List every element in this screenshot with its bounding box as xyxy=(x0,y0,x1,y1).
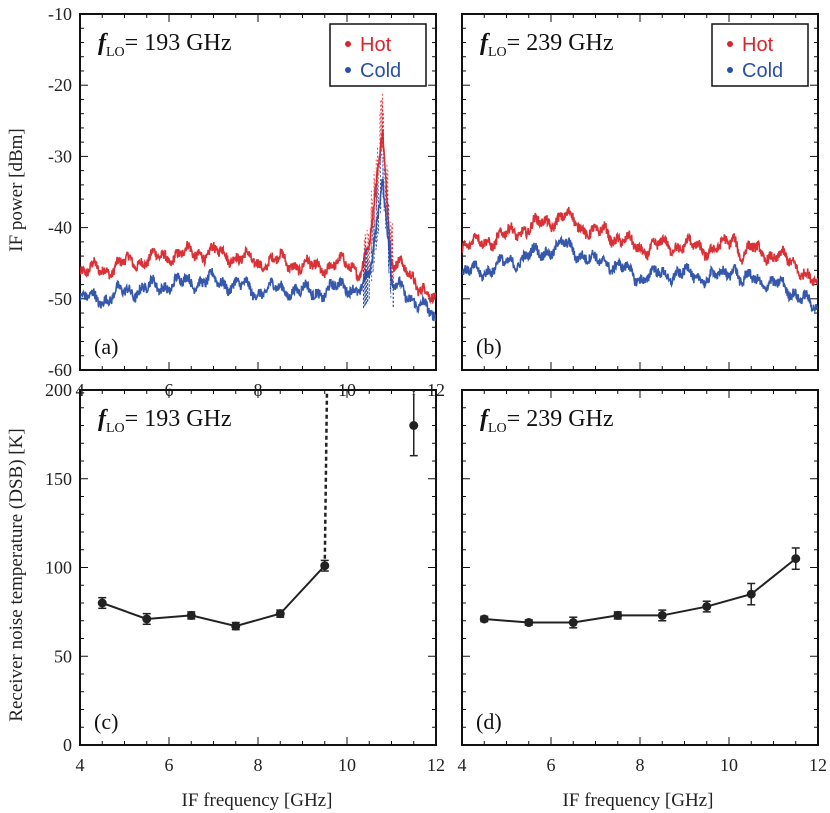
chart-panel-a: -60-50-40-30-20-104681012HotColdfLO= 193… xyxy=(48,4,445,400)
chart-panel-d: 4 6 8 10 12 fLO= 239 GHz (d) xyxy=(458,389,827,775)
x-tick-label: 10 xyxy=(720,755,738,775)
x-tick-label: 6 xyxy=(547,755,556,775)
legend-label-hot: Hot xyxy=(360,34,392,56)
y-tick-label: -50 xyxy=(48,289,72,309)
data-point xyxy=(186,610,196,620)
flo-annotation: fLO= 193 GHz xyxy=(98,30,232,60)
y-axis-label-bottom: Receiver noise temperature (DSB) [K] xyxy=(6,428,27,721)
spectrum-hot xyxy=(462,206,818,287)
flo-symbol: f xyxy=(98,30,108,56)
plot-frame xyxy=(461,389,819,746)
data-point xyxy=(791,554,801,564)
flo-symbol: f xyxy=(480,406,490,432)
legend-marker-cold xyxy=(727,67,733,73)
data-point xyxy=(97,598,107,608)
plot-frame xyxy=(79,389,437,746)
data-point xyxy=(613,610,623,620)
x-tick-label: 8 xyxy=(254,755,263,775)
data-point xyxy=(746,589,756,599)
panel-label: (b) xyxy=(476,334,502,359)
x-tick-label: 12 xyxy=(809,755,827,775)
data-point xyxy=(524,618,534,628)
panel-label: (c) xyxy=(94,709,118,734)
flo-subscript: LO xyxy=(106,45,125,60)
legend-marker-cold xyxy=(345,67,351,73)
x-tick-label: 4 xyxy=(458,755,467,775)
trx-line xyxy=(101,565,326,628)
y-tick-label: 150 xyxy=(45,469,72,489)
x-axis-label-left: IF frequency [GHz] xyxy=(182,790,333,811)
legend-box xyxy=(329,23,427,87)
panel-label: (a) xyxy=(94,334,118,359)
x-tick-label: 10 xyxy=(338,755,356,775)
flo-value: = 193 GHz xyxy=(125,406,232,432)
flo-symbol: f xyxy=(98,406,108,432)
data-point xyxy=(142,614,152,624)
y-tick-label: 100 xyxy=(45,558,72,578)
data-point xyxy=(231,621,241,631)
flo-subscript: LO xyxy=(488,421,507,436)
legend-label-cold: Cold xyxy=(742,60,783,82)
data-layer xyxy=(479,547,801,629)
tick-marks xyxy=(461,13,819,371)
data-point xyxy=(702,602,712,612)
y-axis-label-top: IF power [dBm] xyxy=(6,128,27,251)
y-tick-label: 200 xyxy=(45,380,72,400)
data-layer xyxy=(462,206,818,313)
data-layer xyxy=(97,390,419,631)
legend: Hot Cold xyxy=(329,23,427,87)
tick-marks xyxy=(461,389,819,746)
flo-annotation: fLO= 239 GHz xyxy=(480,406,614,436)
flo-symbol: f xyxy=(480,30,490,56)
data-point xyxy=(275,609,285,619)
legend-marker-hot xyxy=(727,41,733,47)
chart-panel-b: Hot Cold fLO= 239 GHz (b) xyxy=(461,13,819,371)
spectrum-cold xyxy=(80,178,436,322)
y-tick-label: -20 xyxy=(48,75,72,95)
flo-value: = 239 GHz xyxy=(507,30,614,56)
tick-marks xyxy=(79,389,437,746)
y-tick-label: 50 xyxy=(54,646,72,666)
flo-annotation: fLO= 239 GHz xyxy=(480,30,614,60)
chart-panel-c: 0 50 100 150 200 4 6 8 10 12 fLO= 193 GHz (c) xyxy=(45,380,445,775)
legend-box xyxy=(711,23,809,87)
trx-line xyxy=(484,557,797,624)
flo-subscript: LO xyxy=(488,45,507,60)
data-point xyxy=(479,614,489,624)
dashed-segment xyxy=(323,390,329,566)
spectrum-cold xyxy=(462,235,818,313)
data-point xyxy=(657,610,667,620)
legend: Hot Cold xyxy=(711,23,809,87)
legend-label-cold: Cold xyxy=(360,60,401,82)
flo-value: = 193 GHz xyxy=(125,30,232,56)
data-point xyxy=(568,618,578,628)
x-tick-label: 12 xyxy=(427,755,445,775)
y-tick-label: 0 xyxy=(63,735,72,755)
x-tick-label: 4 xyxy=(76,755,85,775)
x-tick-label: 6 xyxy=(165,755,174,775)
x-axis-label-right: IF frequency [GHz] xyxy=(563,790,714,811)
data-point xyxy=(409,421,419,430)
legend-marker-hot xyxy=(345,41,351,47)
panel-label: (d) xyxy=(476,709,502,734)
y-tick-label: -30 xyxy=(48,146,72,166)
flo-subscript: LO xyxy=(106,421,125,436)
data-layer xyxy=(80,93,436,322)
spectrum-hot xyxy=(80,129,436,305)
legend-label-hot: Hot xyxy=(742,34,774,56)
x-tick-label: 8 xyxy=(636,755,645,775)
y-tick-label: -60 xyxy=(48,360,72,380)
y-tick-label: -40 xyxy=(48,218,72,238)
flo-annotation: fLO= 193 GHz xyxy=(98,406,232,436)
y-tick-label: -10 xyxy=(48,4,72,24)
flo-value: = 239 GHz xyxy=(507,406,614,432)
